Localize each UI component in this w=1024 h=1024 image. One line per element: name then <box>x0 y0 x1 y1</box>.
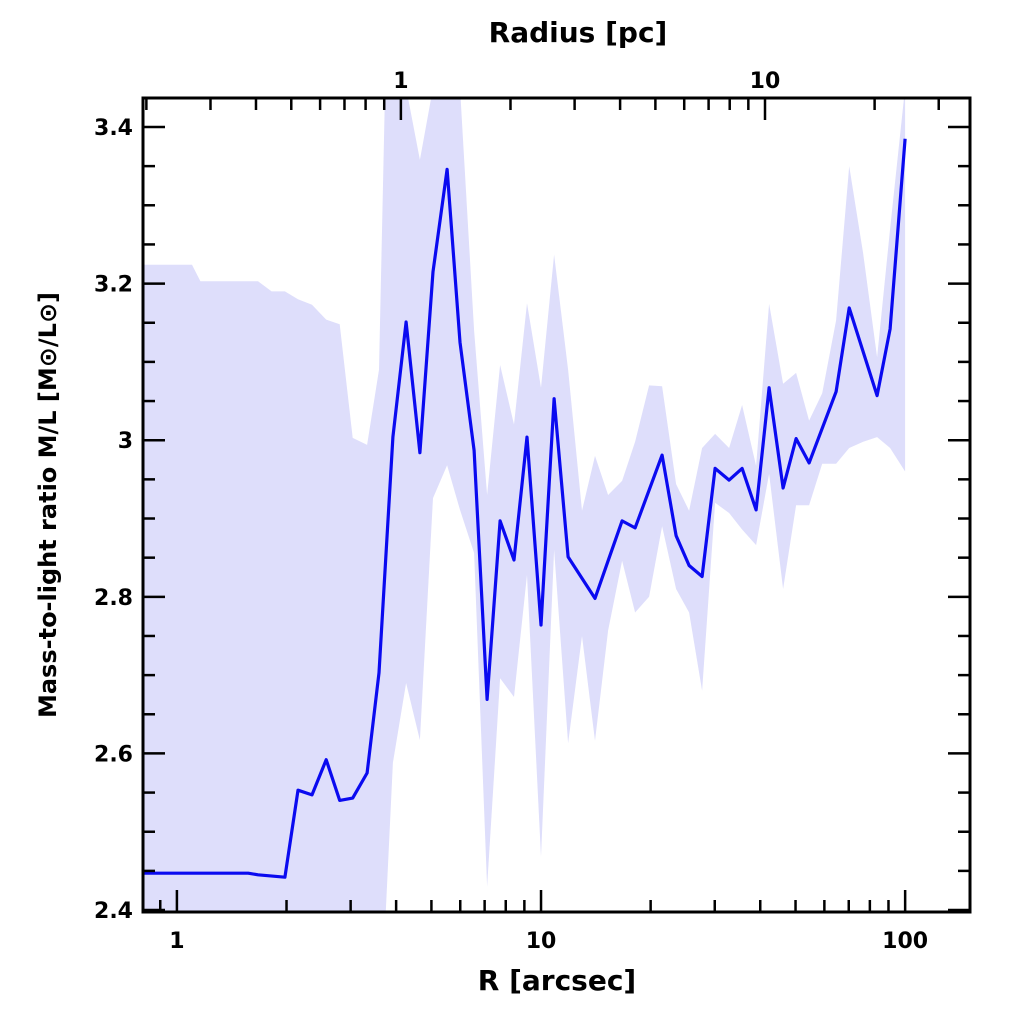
x-tick-label: 1 <box>169 929 184 954</box>
top-tick-label: 1 <box>393 69 408 94</box>
x-tick-label: 100 <box>882 929 928 954</box>
plot-frame <box>141 96 972 914</box>
ml-profile-line <box>143 138 907 879</box>
y-tick-label: 2.8 <box>94 586 133 611</box>
axis-ticks <box>143 98 970 912</box>
y-tick-label: 3 <box>118 429 133 454</box>
uncertainty-band <box>143 98 906 912</box>
tick-labels: 2.4 2.6 2.8 3 3.2 3.4 1 10 100 1 10 <box>94 69 928 954</box>
y-tick-label: 3.4 <box>94 116 133 141</box>
plot-area <box>143 98 907 912</box>
x-tick-label: 10 <box>526 929 557 954</box>
top-axis-title: Radius [pc] <box>489 16 668 49</box>
y-tick-label: 2.4 <box>94 899 133 924</box>
x-axis-title: R [arcsec] <box>478 964 636 997</box>
y-tick-label: 3.2 <box>94 273 133 298</box>
y-tick-label: 2.6 <box>94 742 133 767</box>
top-tick-label: 10 <box>750 69 781 94</box>
y-axis-title: Mass-to-light ratio M/L [M⊙/L⊙] <box>34 292 62 718</box>
